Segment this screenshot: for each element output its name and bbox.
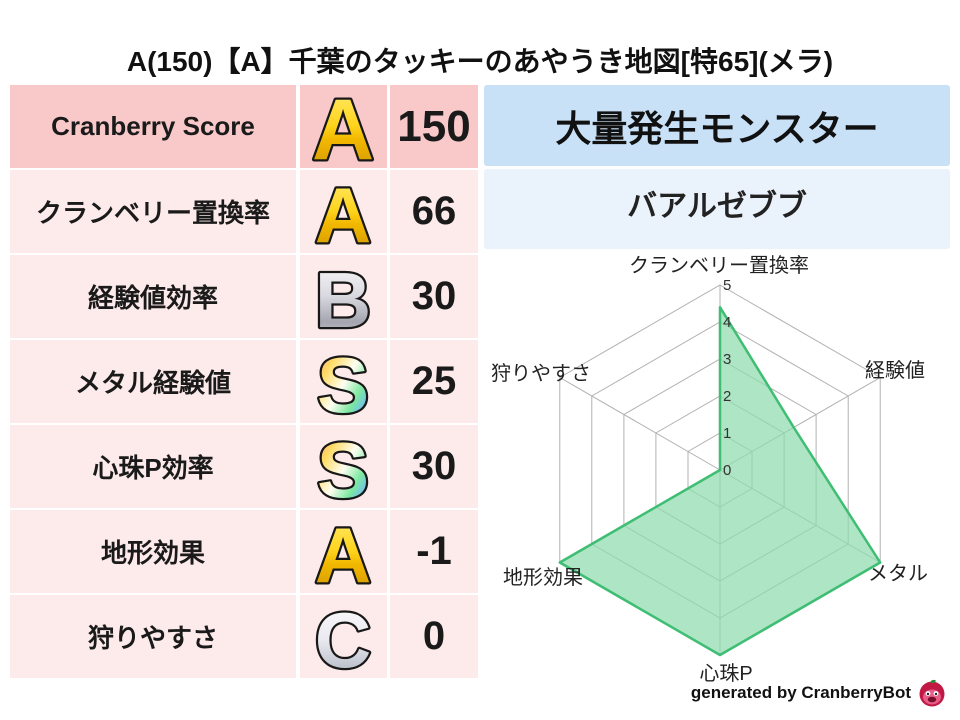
- svg-text:S: S: [317, 341, 369, 429]
- radar-tick-label: 2: [723, 388, 731, 405]
- stat-label: 地形効果: [10, 510, 296, 593]
- stat-value: -1: [390, 510, 478, 593]
- grade-cell: S: [300, 339, 387, 432]
- table-row: クランベリー置換率 A 66: [10, 169, 478, 262]
- table-row: 経験値効率 B 30: [10, 254, 478, 347]
- radar-axis-label: クランベリー置換率: [629, 254, 809, 277]
- radar-tick-label: 4: [723, 314, 731, 331]
- radar-tick-label: 1: [723, 425, 731, 442]
- stat-value: 25: [390, 340, 478, 423]
- table-row: 心珠P効率 S 30: [10, 424, 478, 517]
- svg-text:C: C: [315, 596, 371, 684]
- radar-axis-label: 経験値: [865, 359, 925, 382]
- table-row: 狩りやすさ C 0: [10, 594, 478, 687]
- radar-tick-label: 5: [723, 277, 731, 294]
- radar-axis-label: メタル: [868, 562, 928, 585]
- stat-value: 30: [390, 425, 478, 508]
- table-row: 地形効果 A -1: [10, 509, 478, 602]
- grade-letter-icon: B: [313, 254, 374, 347]
- radar-axis-label: 心珠P: [699, 662, 752, 685]
- page-title: A(150)【A】千葉のタッキーのあやうき地図[特65](メラ): [126, 46, 834, 77]
- stat-value: 30: [390, 255, 478, 338]
- grade-cell: A: [300, 80, 387, 181]
- radar-axis-line: [559, 377, 721, 471]
- stat-label: Cranberry Score: [10, 85, 296, 168]
- radar-tick-label: 0: [723, 462, 731, 479]
- svg-text:B: B: [315, 256, 371, 344]
- grade-letter-icon: A: [310, 80, 377, 181]
- table-row: Cranberry Score A 150: [10, 80, 478, 181]
- svg-text:A: A: [312, 82, 374, 178]
- svg-text:S: S: [317, 426, 369, 514]
- grade-cell: S: [300, 424, 387, 517]
- stat-label: 狩りやすさ: [10, 595, 296, 678]
- grade-letter-icon: A: [313, 509, 374, 602]
- grade-cell: B: [300, 254, 387, 347]
- monster-panel: 大量発生モンスター バアルゼブブ: [484, 85, 950, 249]
- grade-letter-icon: C: [313, 594, 374, 687]
- stat-label: 心珠P効率: [10, 425, 296, 508]
- table-row: メタル経験値 S 25: [10, 339, 478, 432]
- footer-credit: generated by CranberryBot: [691, 678, 947, 708]
- monster-panel-header: 大量発生モンスター: [484, 85, 950, 166]
- radar-axis-label: 地形効果: [503, 566, 583, 589]
- grade-cell: C: [300, 594, 387, 687]
- grade-cell: A: [300, 509, 387, 602]
- grade-cell: A: [300, 169, 387, 262]
- svg-text:A: A: [315, 511, 371, 599]
- cranberry-mascot-icon: [919, 679, 945, 707]
- credit-text: generated by CranberryBot: [690, 683, 911, 702]
- radar-tick-label: 3: [723, 351, 731, 368]
- grade-letter-icon: S: [315, 339, 372, 432]
- grade-letter-icon: A: [313, 169, 374, 262]
- stat-value: 0: [390, 595, 478, 678]
- radar-data-polygon: [558, 305, 882, 657]
- stat-label: メタル経験値: [10, 340, 296, 423]
- stat-value: 150: [390, 85, 478, 168]
- stat-value: 66: [390, 170, 478, 253]
- stat-label: クランベリー置換率: [10, 170, 296, 253]
- stat-label: 経験値効率: [10, 255, 296, 338]
- svg-text:A: A: [315, 171, 371, 259]
- grade-letter-icon: S: [315, 424, 372, 517]
- monster-name: バアルゼブブ: [484, 169, 950, 249]
- radar-axis-label: 狩りやすさ: [491, 362, 591, 385]
- stats-table: Cranberry Score A 150 クランベリー置換率 A 66 経験値…: [10, 80, 478, 687]
